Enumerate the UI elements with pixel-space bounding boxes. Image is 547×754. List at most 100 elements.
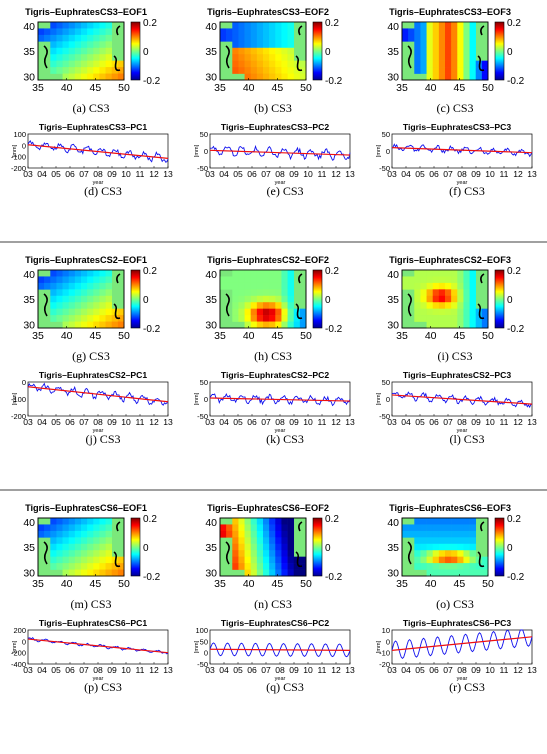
map-cell	[457, 73, 464, 81]
map-cell	[81, 550, 88, 557]
map-cell	[50, 270, 57, 277]
map-cell	[93, 518, 100, 525]
colorbar-tick-label: -0.2	[325, 572, 343, 583]
map-cell	[68, 41, 76, 49]
series-x-tick-label: 04	[401, 417, 411, 427]
map-cell	[250, 41, 258, 49]
map-cell	[414, 537, 421, 545]
map-cell	[463, 315, 470, 322]
map-cell	[432, 22, 440, 29]
map-cell	[275, 41, 282, 49]
colorbar-tick-label: 0	[507, 543, 513, 554]
map-cell	[87, 556, 94, 564]
map-cell	[87, 550, 94, 557]
map-x-tick-label: 45	[453, 578, 465, 590]
map-cell	[81, 537, 88, 545]
map-cell	[68, 60, 76, 68]
map-cell	[414, 550, 421, 557]
colorbar	[494, 21, 505, 81]
map-cell	[281, 41, 288, 49]
colorbar-tick-label: 0.2	[507, 514, 521, 525]
map-cell	[74, 276, 82, 284]
map-cell	[263, 54, 270, 61]
map-cell	[420, 270, 427, 277]
map-cell	[445, 73, 452, 81]
map-x-tick-label: 35	[32, 82, 44, 94]
map-cell	[414, 282, 421, 290]
map-cell	[232, 550, 239, 557]
series-y-tick-label: 0	[22, 637, 26, 646]
series-y-tick-label: 0	[204, 649, 208, 658]
coastline-west	[43, 45, 48, 69]
series-x-tick-label: 08	[93, 665, 103, 675]
series-x-tick-label: 04	[37, 665, 47, 675]
series-x-tick-label: 13	[345, 665, 355, 675]
map-cell	[426, 270, 434, 277]
map-cell	[426, 563, 434, 570]
coastline-caspian	[298, 521, 303, 532]
map-cell	[281, 308, 288, 316]
map-cell	[299, 321, 307, 329]
map-cell	[250, 321, 258, 329]
colorbar	[130, 269, 141, 329]
map-cell	[105, 321, 113, 329]
map-cell	[414, 524, 421, 532]
series-title: Tigris–EuphratesCS6–PC3	[403, 618, 511, 628]
colorbar-tick-label: 0	[325, 543, 331, 554]
map-cell	[87, 41, 94, 49]
map-cell	[232, 295, 239, 303]
map-cell	[469, 34, 477, 42]
map-cell	[426, 67, 434, 74]
map-cell	[38, 530, 45, 538]
map-cell	[438, 41, 446, 49]
map-cell	[445, 276, 452, 284]
coastline-west	[225, 541, 230, 565]
map-cell	[469, 321, 477, 329]
series-x-tick-label: 06	[247, 665, 257, 675]
map-x-tick-label: 45	[271, 82, 283, 94]
map-cell	[414, 308, 421, 316]
map-cell	[62, 67, 70, 74]
map-cell	[56, 282, 63, 290]
map-cell	[275, 524, 282, 532]
map-cell	[250, 67, 258, 74]
coastline-caspian	[480, 25, 485, 36]
map-cell	[68, 270, 76, 277]
map-cell	[269, 282, 276, 290]
map-cell	[263, 543, 270, 551]
colorbar	[312, 21, 323, 81]
map-cell	[263, 22, 270, 29]
map-cell	[111, 563, 119, 570]
map-cell	[445, 537, 452, 545]
map-cell	[287, 289, 295, 297]
map-cell	[56, 54, 63, 61]
map-cell	[426, 550, 434, 557]
map-cell	[56, 530, 63, 538]
map-cell	[56, 563, 63, 570]
map-cell	[414, 54, 421, 61]
map-cell	[281, 543, 288, 551]
map-cell	[50, 315, 57, 322]
map-cell	[457, 321, 464, 329]
map-cell	[68, 276, 76, 284]
series-axes	[209, 629, 351, 665]
map-cell	[87, 28, 94, 36]
map-cell	[263, 73, 270, 81]
map-cell	[287, 563, 295, 570]
map-cell	[438, 47, 446, 55]
map-cell	[420, 34, 427, 42]
map-x-tick-label: 50	[118, 330, 130, 342]
map-cell	[238, 47, 245, 55]
map-x-tick-label: 35	[214, 330, 226, 342]
map-cell	[93, 282, 100, 290]
series-y-tick-label: -200	[11, 164, 26, 173]
series-x-tick-label: 11	[318, 417, 327, 427]
map-cell	[50, 22, 57, 29]
map-cell	[44, 28, 51, 36]
map-cell	[244, 518, 252, 525]
series-xlabel: year	[457, 428, 468, 434]
map-cell	[81, 47, 88, 55]
map-cell	[244, 67, 252, 74]
map-cell	[105, 537, 113, 545]
